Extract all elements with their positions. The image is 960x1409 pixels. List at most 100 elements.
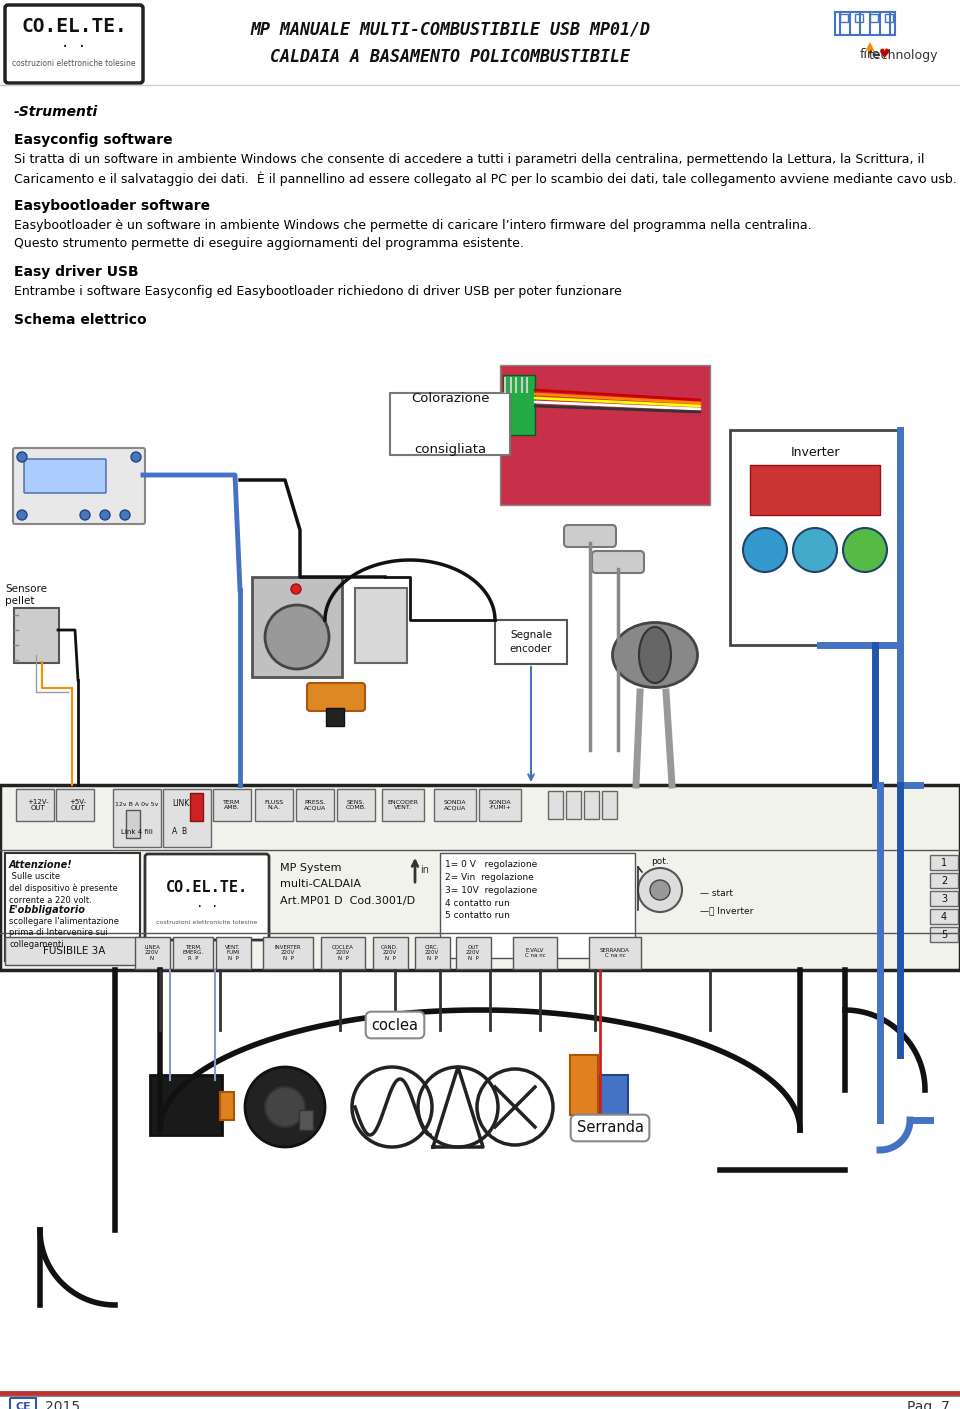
Bar xyxy=(930,927,958,943)
Bar xyxy=(570,1055,598,1115)
Bar xyxy=(263,937,313,969)
Text: costruzioni elettroniche tolesine: costruzioni elettroniche tolesine xyxy=(156,920,257,926)
Text: Questo strumento permette di eseguire aggiornamenti del programma esistente.: Questo strumento permette di eseguire ag… xyxy=(14,237,524,249)
Circle shape xyxy=(743,528,787,572)
Text: MP System
multi-CALDAIA
Art.MP01 D  Cod.3001/D: MP System multi-CALDAIA Art.MP01 D Cod.3… xyxy=(280,862,415,906)
Text: Caricamento e il salvataggio dei dati.  È il pannellino ad essere collegato al P: Caricamento e il salvataggio dei dati. È… xyxy=(14,170,957,186)
Text: coclea: coclea xyxy=(372,1017,419,1033)
Bar xyxy=(456,937,491,969)
Bar xyxy=(479,789,521,821)
Bar xyxy=(548,790,563,819)
Text: Easybootloader è un software in ambiente Windows che permette di caricare l’inte: Easybootloader è un software in ambiente… xyxy=(14,218,811,232)
Bar xyxy=(113,789,161,847)
Circle shape xyxy=(265,604,329,669)
Text: LINK: LINK xyxy=(172,799,189,807)
Bar xyxy=(252,578,342,676)
Bar xyxy=(513,937,557,969)
Bar xyxy=(56,789,94,821)
Bar xyxy=(326,707,344,726)
Text: PRESS.
ACQUA: PRESS. ACQUA xyxy=(304,799,326,810)
Text: fire: fire xyxy=(860,48,880,62)
Circle shape xyxy=(793,528,837,572)
Bar xyxy=(602,790,617,819)
Circle shape xyxy=(843,528,887,572)
Bar xyxy=(173,937,213,969)
Text: pot.: pot. xyxy=(651,857,669,867)
Polygon shape xyxy=(864,42,876,56)
Text: Sensore
pellet: Sensore pellet xyxy=(5,585,47,606)
Circle shape xyxy=(265,1086,305,1127)
Text: · ·: · · xyxy=(61,39,86,54)
Bar xyxy=(870,14,878,23)
Text: 12v B A 0v 5v: 12v B A 0v 5v xyxy=(115,803,158,807)
Bar xyxy=(589,937,641,969)
Text: SONDA
-FUMI+: SONDA -FUMI+ xyxy=(489,799,512,810)
Text: 1: 1 xyxy=(941,858,948,868)
Text: LINEA
220V
N: LINEA 220V N xyxy=(144,944,160,961)
Text: Sulle uscite
del dispositivo è presente
corrente a 220 volt.: Sulle uscite del dispositivo è presente … xyxy=(9,872,118,905)
Circle shape xyxy=(245,1067,325,1147)
Text: in: in xyxy=(420,865,429,875)
Text: scollegare l'alimentazione
prima di Intervenire sui
collegamenti: scollegare l'alimentazione prima di Inte… xyxy=(9,917,119,948)
Bar xyxy=(434,789,476,821)
Circle shape xyxy=(291,583,301,595)
Text: Schema elettrico: Schema elettrico xyxy=(14,313,147,327)
Circle shape xyxy=(120,510,130,520)
Bar xyxy=(750,465,880,516)
Bar xyxy=(355,588,407,664)
Text: TERM
AMB.: TERM AMB. xyxy=(224,799,241,810)
Bar xyxy=(337,789,375,821)
Text: -Strumenti: -Strumenti xyxy=(14,106,98,118)
Text: — start: — start xyxy=(700,889,733,898)
Text: 5: 5 xyxy=(941,930,948,940)
Bar xyxy=(296,789,334,821)
Bar xyxy=(500,365,710,504)
Text: SONDA
ACQUA: SONDA ACQUA xyxy=(444,799,467,810)
Ellipse shape xyxy=(612,623,698,688)
Circle shape xyxy=(17,510,27,520)
Text: TERM.
EMERG.
R  P: TERM. EMERG. R P xyxy=(182,944,204,961)
Text: VENT.
FUMI
N  P: VENT. FUMI N P xyxy=(226,944,241,961)
Bar xyxy=(220,1092,234,1120)
Bar xyxy=(495,620,567,664)
Text: E'obbligatorio: E'obbligatorio xyxy=(9,905,86,914)
Text: FUSIBILE 3A: FUSIBILE 3A xyxy=(43,945,106,955)
FancyBboxPatch shape xyxy=(13,448,145,524)
Bar xyxy=(390,393,510,455)
Text: 3: 3 xyxy=(941,893,948,905)
Text: 1= 0 V   regolazione
2= Vin  regolazione
3= 10V  regolazione
4 contatto run
5 co: 1= 0 V regolazione 2= Vin regolazione 3=… xyxy=(445,859,538,920)
Text: +5V-
OUT: +5V- OUT xyxy=(69,799,86,812)
Bar xyxy=(150,1075,222,1136)
Bar xyxy=(566,790,581,819)
Text: ♥: ♥ xyxy=(879,48,891,62)
Text: ENCODER
VENT.: ENCODER VENT. xyxy=(388,799,419,810)
Text: Easy driver USB: Easy driver USB xyxy=(14,265,138,279)
Circle shape xyxy=(650,881,670,900)
Bar xyxy=(5,852,140,961)
Text: Easyconfig software: Easyconfig software xyxy=(14,132,173,147)
Text: costruzioni elettroniche tolesine: costruzioni elettroniche tolesine xyxy=(12,59,135,69)
Text: SERRANDA
C na nc: SERRANDA C na nc xyxy=(600,948,630,958)
Text: CAND.
220V
N  P: CAND. 220V N P xyxy=(381,944,398,961)
Circle shape xyxy=(100,510,110,520)
Bar xyxy=(503,375,535,435)
Bar xyxy=(14,609,59,664)
Bar xyxy=(855,14,863,23)
Bar xyxy=(0,785,960,969)
FancyBboxPatch shape xyxy=(592,551,644,573)
Text: 2015: 2015 xyxy=(45,1401,80,1409)
Text: CO.EL.TE.: CO.EL.TE. xyxy=(21,17,127,37)
Bar xyxy=(5,937,143,965)
Text: —⌣ Inverter: —⌣ Inverter xyxy=(700,906,754,916)
Bar xyxy=(930,855,958,869)
Text: E.VALV
C na nc: E.VALV C na nc xyxy=(524,948,545,958)
FancyBboxPatch shape xyxy=(24,459,106,493)
Circle shape xyxy=(638,868,682,912)
Text: Link 4 fili: Link 4 fili xyxy=(121,828,153,836)
Bar xyxy=(216,937,251,969)
Text: INVERTER
220V
N  P: INVERTER 220V N P xyxy=(275,944,301,961)
Text: Pag. 7: Pag. 7 xyxy=(907,1401,950,1409)
Text: SENS.
COMB.: SENS. COMB. xyxy=(346,799,367,810)
Bar xyxy=(190,793,203,821)
Text: Segnale
encoder: Segnale encoder xyxy=(510,630,552,654)
